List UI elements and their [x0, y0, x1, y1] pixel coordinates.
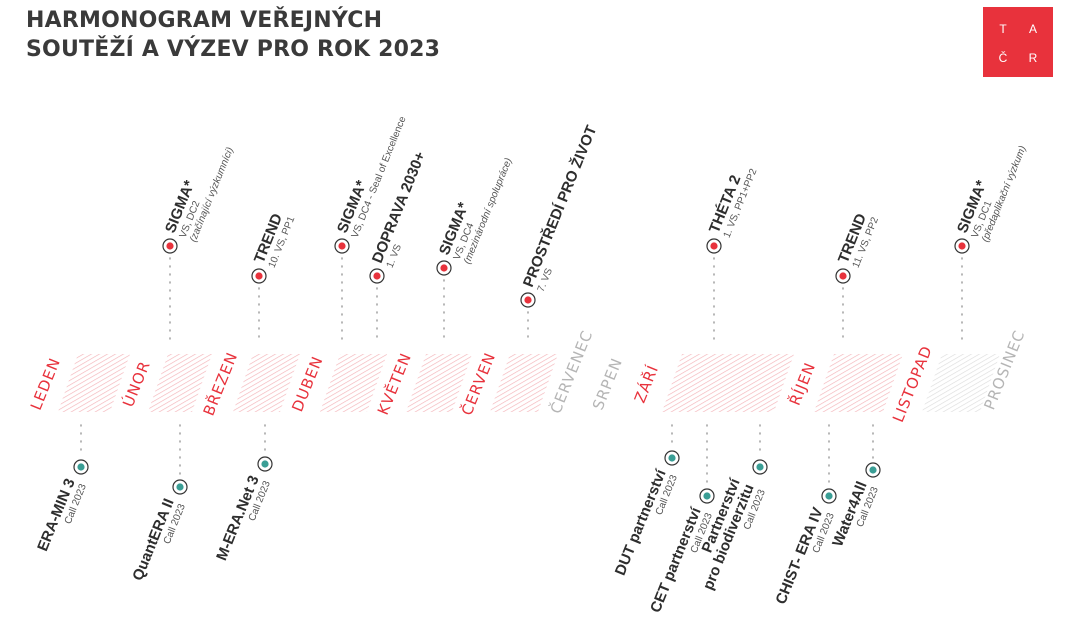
bottom-event: ERA-MIN 3Call 2023 [34, 424, 89, 558]
bottom-event-label: QuantERA IICall 2023 [129, 496, 188, 588]
event-marker-dot [261, 460, 269, 468]
bottom-event: CHIST- ERA IVCall 2023 [772, 424, 837, 611]
event-marker-dot [373, 272, 381, 280]
event-marker-dot [166, 242, 174, 250]
tacr-logo: T A Č R [983, 7, 1053, 77]
event-marker-dot [255, 272, 263, 280]
month-label: LEDEN [27, 355, 64, 413]
top-event-label: PROSTŘEDÍ PRO ŽIVOT7. VS [519, 123, 611, 294]
month-label: ZÁŘÍ [630, 362, 662, 406]
event-marker-dot [524, 296, 532, 304]
top-event-label: SIGMA*VS, DC4(mezinárodní spolupráce) [436, 146, 515, 266]
event-marker-dot [756, 463, 764, 471]
top-event: SIGMA*VS, DC2(začínající výzkumníci) [162, 135, 236, 343]
bottom-event: QuantERA IICall 2023 [129, 424, 188, 588]
event-marker-dot [338, 242, 346, 250]
page-title: HARMONOGRAM VEŘEJNÝCH SOUTĚŽÍ A VÝZEV PR… [26, 6, 440, 64]
event-marker-dot [77, 463, 85, 471]
bottom-event: M-ERA.Net 3Call 2023 [213, 424, 273, 567]
event-marker-dot [839, 272, 847, 280]
timeline-band-segment [406, 354, 472, 412]
event-note: (začínající výzkumníci) [188, 146, 236, 244]
timeline-band-segment [814, 354, 903, 412]
event-marker-dot [668, 454, 676, 462]
bottom-event: Water4AllCall 2023 [829, 424, 881, 554]
timeline-band-segment [662, 354, 794, 412]
event-name: PROSTŘEDÍ PRO ŽIVOT [519, 123, 600, 290]
top-event-label: TREND11. VS, PP2 [835, 209, 881, 270]
top-event-label: SIGMA*VS, DC2(začínající výzkumníci) [162, 135, 236, 243]
timeline-band-segment [148, 354, 212, 412]
event-marker-dot [703, 492, 711, 500]
event-marker-dot [710, 242, 718, 250]
bottom-event-label: Water4AllCall 2023 [829, 479, 881, 554]
logo-letter-r: R [1028, 51, 1038, 65]
event-marker-dot [958, 242, 966, 250]
event-marker-dot [176, 483, 184, 491]
title-line-1: HARMONOGRAM VEŘEJNÝCH [26, 8, 383, 33]
event-marker-dot [440, 264, 448, 272]
month-label: ŘÍJEN [785, 359, 819, 408]
top-event: THÉTA 21. VS, PP1+PP2 [706, 160, 760, 343]
event-marker-dot [825, 492, 833, 500]
top-events: SIGMA*VS, DC2(začínající výzkumníci) TREN… [162, 115, 1029, 343]
logo-letter-c: Č [998, 51, 1008, 65]
timeline-band-segment [922, 354, 1000, 412]
top-event: SIGMA*VS, DC1(předaplikační výzkum) [954, 134, 1029, 343]
timeline-band-segment [58, 354, 130, 412]
bottom-event-label: M-ERA.Net 3Call 2023 [213, 473, 273, 567]
top-event-label: TREND10. VS, PP1 [251, 208, 298, 269]
bottom-events: ERA-MIN 3Call 2023 QuantERA IICall 2023 M-… [34, 424, 881, 619]
top-event: PROSTŘEDÍ PRO ŽIVOT7. VS [519, 123, 611, 343]
event-note: (předaplikační výzkum) [980, 144, 1029, 243]
timeline-band-segment [490, 354, 558, 412]
bottom-event-label: CET partnerstvíCall 2023 [647, 504, 715, 619]
logo-letter-t: T [999, 22, 1007, 36]
event-marker-dot [869, 466, 877, 474]
month-label: SRPEN [589, 355, 626, 412]
timeline-bands [58, 354, 1000, 412]
month-label: ČERVENEC [546, 327, 597, 416]
top-event: SIGMA*VS, DC4(mezinárodní spolupráce) [436, 146, 515, 343]
logo-letter-a: A [1028, 22, 1037, 36]
timeline-band-segment [320, 354, 387, 412]
top-event: TREND10. VS, PP1 [251, 208, 298, 343]
bottom-event: CET partnerstvíCall 2023 [647, 424, 715, 619]
bottom-event-label: CHIST- ERA IVCall 2023 [772, 505, 837, 611]
top-event-label: SIGMA*VS, DC1(předaplikační výzkum) [954, 134, 1029, 244]
top-event-label: THÉTA 21. VS, PP1+PP2 [706, 160, 760, 239]
title-line-2: SOUTĚŽÍ A VÝZEV PRO ROK 2023 [26, 37, 441, 62]
top-event: TREND11. VS, PP2 [835, 209, 881, 343]
bottom-event-label: ERA-MIN 3Call 2023 [34, 476, 89, 558]
timeline-band-segment [233, 354, 300, 412]
event-name: CHIST- ERA IV [772, 505, 826, 607]
event-name: CET partnerství [647, 504, 705, 615]
event-name: DUT partnerství [612, 466, 670, 577]
